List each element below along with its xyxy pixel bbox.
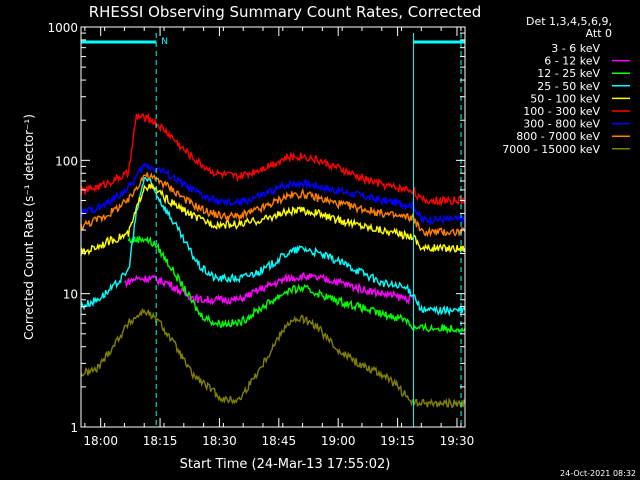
legend-header-0: Det 1,3,4,5,6,9, (526, 15, 612, 28)
legend-label-8: 7000 - 15000 keV (502, 143, 600, 156)
legend-label-5: 100 - 300 keV (523, 105, 600, 118)
x-tick-label-3: 18:45 (262, 434, 297, 448)
x-tick-label-2: 18:30 (202, 434, 237, 448)
y-tick-label-1: 10 (63, 288, 78, 302)
plot-axes: N 1 10 100 1000 18:00 18:15 18:30 18:45 19:00 19:1… (47, 21, 474, 448)
legend-label-3: 25 - 50 keV (537, 80, 600, 93)
legend-label-6: 300 - 800 keV (523, 118, 600, 131)
y-axis-label: Corrected Count Rate (s⁻¹ detector⁻¹) (22, 114, 36, 340)
footer-date: 24-Oct-2021 08:32 (560, 469, 636, 478)
legend-label-1: 6 - 12 keV (544, 55, 600, 68)
y-tick-label-0: 1 (70, 421, 78, 435)
legend-label-0: 3 - 6 keV (551, 42, 600, 55)
series-line-1 (124, 272, 415, 306)
x-tick-label-4: 19:00 (321, 434, 356, 448)
legend-header-1: Att 0 (586, 27, 612, 40)
y-tick-label-2: 100 (55, 154, 78, 168)
legend-label-2: 12 - 25 keV (537, 67, 600, 80)
legend-label-4: 50 - 100 keV (530, 92, 600, 105)
series-line-3 (80, 176, 466, 317)
series-line-2 (127, 235, 466, 335)
plot-frame (80, 26, 466, 428)
chart-title: RHESSI Observing Summary Count Rates, Co… (89, 3, 482, 21)
y-tick-label-3: 1000 (47, 21, 78, 35)
series-line-8 (80, 308, 466, 409)
series-line-7 (80, 172, 466, 238)
x-tick-label-0: 18:00 (83, 434, 118, 448)
night-marker: N (161, 37, 168, 47)
plot-data (80, 112, 466, 409)
series-line-4 (80, 181, 466, 257)
legend-label-7: 800 - 7000 keV (516, 130, 600, 143)
x-tick-label-5: 19:15 (380, 434, 415, 448)
series-line-6 (80, 162, 465, 226)
x-tick-label-1: 18:15 (143, 434, 178, 448)
x-tick-label-6: 19:30 (440, 434, 475, 448)
x-axis-label: Start Time (24-Mar-13 17:55:02) (180, 457, 391, 472)
series-line-5 (80, 112, 466, 208)
